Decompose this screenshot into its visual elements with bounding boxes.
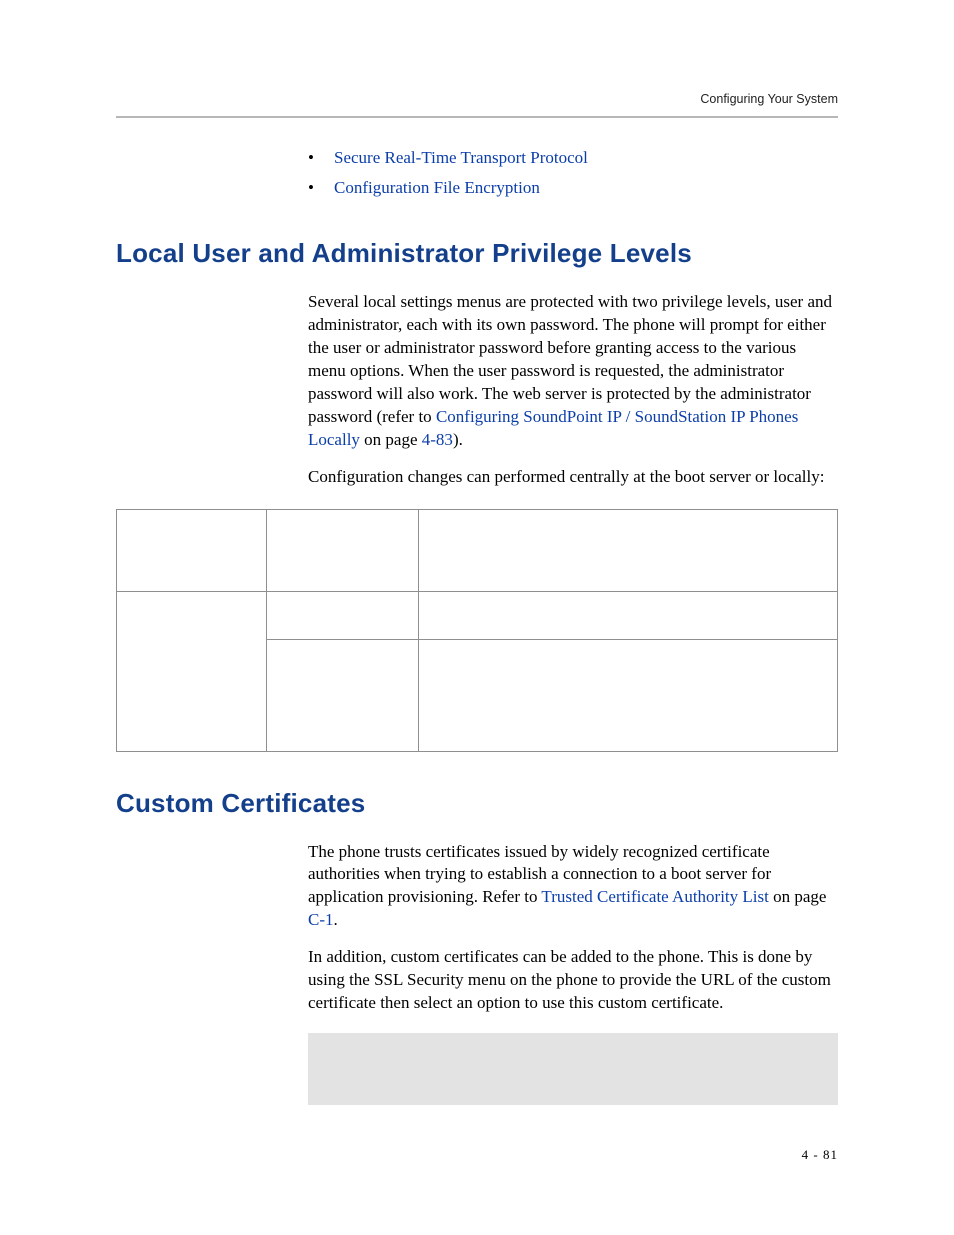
table-cell <box>267 591 419 639</box>
paragraph: The phone trusts certificates issued by … <box>308 841 838 933</box>
text-run: ). <box>453 430 463 449</box>
body-text: The phone trusts certificates issued by … <box>308 841 838 1016</box>
text-run: . <box>334 910 338 929</box>
body-text: Several local settings menus are protect… <box>308 291 838 489</box>
list-item: • Configuration File Encryption <box>308 178 838 198</box>
text-run: on page <box>360 430 422 449</box>
table-cell <box>267 639 419 751</box>
header-rule <box>116 116 838 118</box>
bullet-icon: • <box>308 178 334 198</box>
table-row <box>117 509 838 591</box>
running-header: Configuring Your System <box>700 92 838 106</box>
table-cell <box>117 509 267 591</box>
text-run: Several local settings menus are protect… <box>308 292 832 426</box>
list-item: • Secure Real-Time Transport Protocol <box>308 148 838 168</box>
link-srtp[interactable]: Secure Real-Time Transport Protocol <box>334 148 588 168</box>
paragraph: Configuration changes can performed cent… <box>308 466 838 489</box>
table-cell <box>267 509 419 591</box>
table-cell <box>419 639 838 751</box>
link-config-file-encryption[interactable]: Configuration File Encryption <box>334 178 540 198</box>
config-table <box>116 509 838 752</box>
table-row <box>117 591 838 639</box>
table-cell <box>117 591 267 751</box>
heading-custom-certificates: Custom Certificates <box>116 788 838 819</box>
bullet-list: • Secure Real-Time Transport Protocol • … <box>308 148 838 198</box>
bullet-icon: • <box>308 148 334 168</box>
page-number: 4 - 81 <box>802 1147 838 1163</box>
table-cell <box>419 509 838 591</box>
paragraph: In addition, custom certificates can be … <box>308 946 838 1015</box>
note-box <box>308 1033 838 1105</box>
paragraph: Several local settings menus are protect… <box>308 291 838 452</box>
table-cell <box>419 591 838 639</box>
link-page-c-1[interactable]: C-1 <box>308 910 334 929</box>
link-page-4-83[interactable]: 4-83 <box>422 430 453 449</box>
text-run: on page <box>769 887 827 906</box>
heading-privilege-levels: Local User and Administrator Privilege L… <box>116 238 838 269</box>
link-trusted-ca-list[interactable]: Trusted Certificate Authority List <box>541 887 768 906</box>
